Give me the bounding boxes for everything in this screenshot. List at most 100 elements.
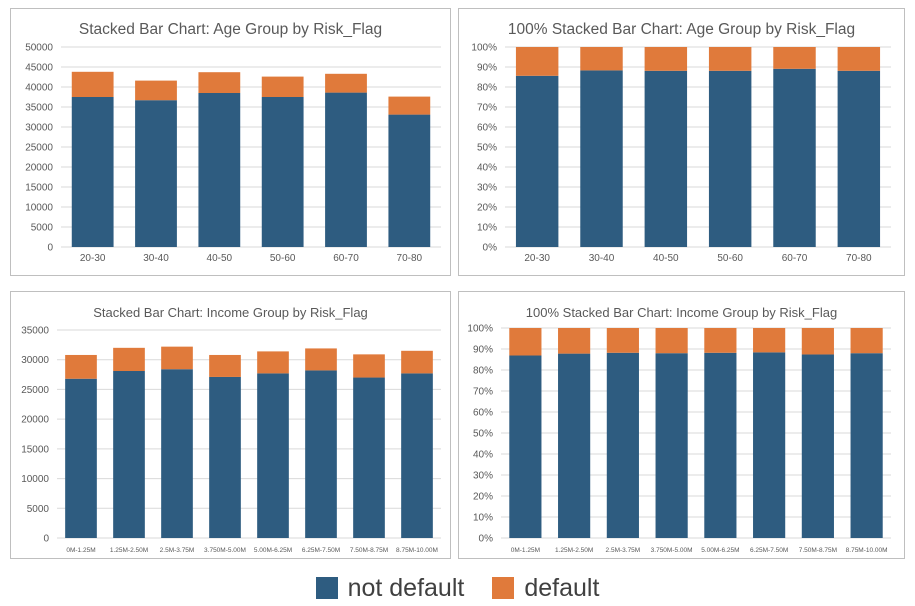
bar-default (850, 328, 883, 354)
x-tick-label: 40-50 (653, 253, 679, 264)
bar-default (708, 47, 752, 71)
y-tick-label: 70% (477, 103, 497, 114)
bar-not-default (515, 75, 559, 247)
bar-default (704, 328, 737, 353)
y-tick-label: 30000 (21, 355, 49, 366)
bar-default (261, 76, 304, 97)
y-tick-label: 90% (477, 63, 497, 74)
y-tick-label: 35000 (25, 103, 53, 114)
bar-default (773, 47, 816, 69)
bar-not-default (161, 369, 193, 538)
y-tick-label: 15000 (21, 444, 49, 455)
bar-default (257, 351, 289, 374)
bar-default (161, 346, 193, 370)
y-tick-label: 20000 (21, 415, 49, 426)
y-tick-label: 5000 (27, 504, 50, 515)
y-tick-label: 30% (477, 183, 497, 194)
bar-default (388, 96, 431, 115)
bar-default (837, 47, 881, 71)
bar-not-default (305, 370, 337, 538)
legend-label-default: default (524, 573, 600, 602)
bar-default (113, 347, 145, 372)
bar-default (655, 328, 688, 354)
x-tick-label: 60-70 (782, 253, 808, 264)
bar-not-default (198, 93, 241, 247)
chart-age-stacked: Stacked Bar Chart: Age Group by Risk_Fla… (10, 8, 451, 276)
y-tick-label: 10000 (21, 474, 49, 485)
x-tick-label: 20-30 (524, 253, 550, 264)
bar-not-default (708, 70, 752, 247)
x-tick-label: 40-50 (207, 253, 233, 264)
x-tick-label: 3.750M-5.00M (651, 547, 693, 554)
bar-default (580, 47, 623, 71)
legend: not default default (0, 570, 915, 606)
y-tick-label: 10000 (25, 203, 53, 214)
y-tick-label: 80% (477, 83, 497, 94)
bar-not-default (353, 377, 385, 538)
x-tick-label: 70-80 (846, 253, 872, 264)
x-tick-label: 8.75M-10.00M (396, 547, 438, 554)
y-tick-label: 100% (467, 324, 493, 335)
chart-income-percent: 100% Stacked Bar Chart: Income Group by … (458, 291, 905, 559)
y-tick-label: 30% (473, 471, 493, 482)
bar-not-default (580, 70, 623, 248)
bar-not-default (388, 114, 431, 247)
x-tick-label: 5.00M-6.25M (701, 547, 739, 554)
chart-age-percent: 100% Stacked Bar Chart: Age Group by Ris… (458, 8, 905, 276)
y-tick-label: 40000 (25, 83, 53, 94)
bar-not-default (704, 352, 737, 538)
chart-svg-age: Stacked Bar Chart: Age Group by Risk_Fla… (25, 21, 441, 264)
y-tick-label: 25000 (25, 143, 53, 154)
bar-not-default (655, 353, 688, 538)
bar-not-default (401, 373, 433, 538)
x-tick-label: 30-40 (589, 253, 615, 264)
bar-not-default (558, 353, 591, 538)
x-tick-label: 50-60 (717, 253, 743, 264)
x-tick-label: 0M-1.25M (511, 547, 540, 554)
legend-item-not-default: not default (315, 573, 465, 603)
bar-not-default (261, 97, 304, 247)
bar-not-default (257, 373, 289, 538)
bar-default (801, 328, 834, 355)
bar-default (401, 350, 433, 374)
bar-not-default (773, 68, 816, 247)
x-tick-label: 7.50M-8.75M (799, 547, 837, 554)
y-tick-label: 35000 (21, 326, 49, 337)
bar-default (71, 71, 114, 97)
y-tick-label: 60% (477, 123, 497, 134)
x-tick-label: 60-70 (333, 253, 359, 264)
y-tick-label: 0 (47, 243, 53, 254)
chart-title: 100% Stacked Bar Chart: Income Group by … (526, 305, 837, 320)
bar-not-default (837, 70, 881, 247)
bar-default (515, 47, 559, 76)
y-tick-label: 45000 (25, 63, 53, 74)
x-tick-label: 8.75M-10.00M (846, 547, 888, 554)
chart-svg-income: Stacked Bar Chart: Income Group by Risk_… (21, 305, 441, 554)
x-tick-label: 6.25M-7.50M (750, 547, 788, 554)
y-tick-label: 0% (479, 534, 494, 545)
y-tick-label: 100% (471, 43, 497, 54)
x-tick-label: 70-80 (397, 253, 423, 264)
bar-default (606, 328, 639, 353)
bar-default (753, 328, 786, 353)
bar-not-default (801, 354, 834, 538)
x-tick-label: 1.25M-2.50M (110, 547, 148, 554)
chart-svg-income-pct: 100% Stacked Bar Chart: Income Group by … (467, 305, 891, 554)
x-tick-label: 0M-1.25M (66, 547, 95, 554)
y-tick-label: 10% (477, 223, 497, 234)
y-tick-label: 0 (43, 534, 49, 545)
legend-swatch-not-default (315, 577, 338, 599)
chart-income-stacked: Stacked Bar Chart: Income Group by Risk_… (10, 291, 451, 559)
x-tick-label: 6.25M-7.50M (302, 547, 340, 554)
x-tick-label: 20-30 (80, 253, 106, 264)
bar-not-default (644, 70, 688, 247)
y-tick-label: 60% (473, 408, 493, 419)
bar-not-default (325, 92, 367, 247)
y-tick-label: 80% (473, 366, 493, 377)
y-tick-label: 0% (483, 243, 498, 254)
bar-default (135, 80, 177, 101)
x-tick-label: 30-40 (143, 253, 169, 264)
legend-label-not-default: not default (347, 573, 465, 602)
bar-not-default (71, 97, 114, 247)
legend-swatch-default (492, 577, 515, 599)
